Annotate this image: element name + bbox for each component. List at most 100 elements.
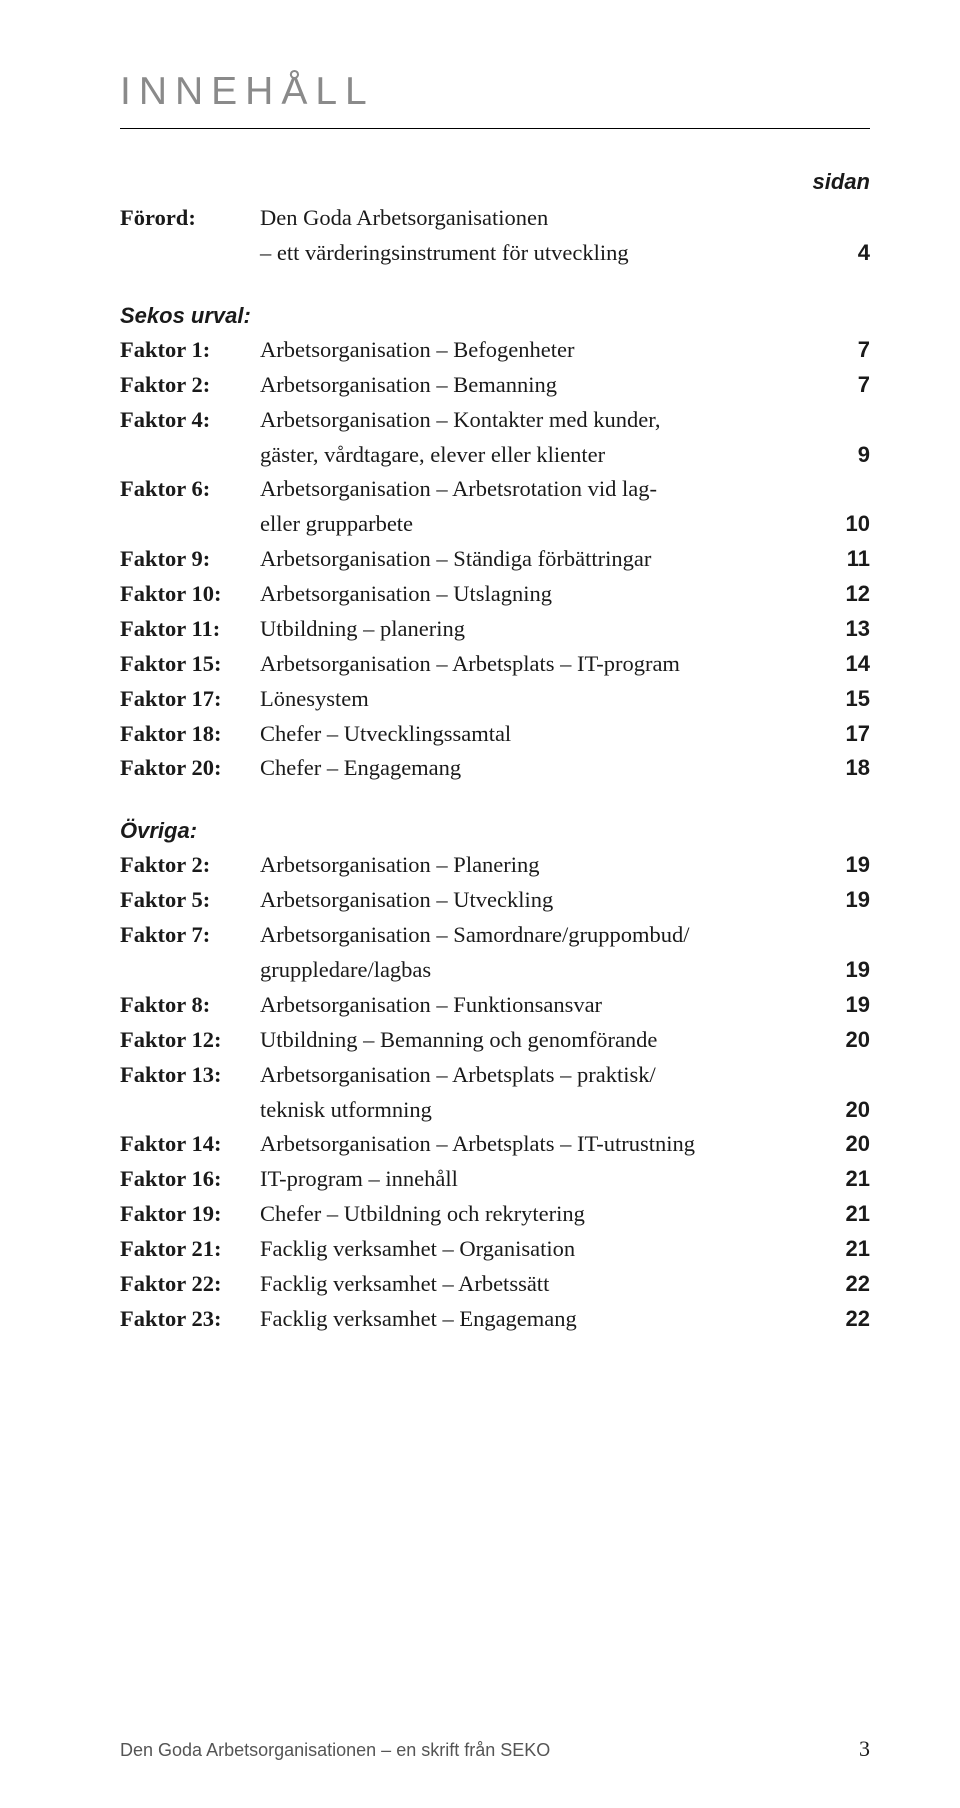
toc-label: Faktor 4: bbox=[120, 403, 260, 438]
toc-row: Faktor 2:Arbetsorganisation – Planering1… bbox=[120, 848, 870, 883]
sidan-row: sidan bbox=[120, 165, 870, 199]
toc-label: Faktor 1: bbox=[120, 333, 260, 368]
toc-desc: gäster, vårdtagare, elever eller kliente… bbox=[260, 438, 834, 473]
toc-label: Faktor 13: bbox=[120, 1058, 260, 1093]
toc-page: 20 bbox=[834, 1023, 870, 1057]
toc-page: 10 bbox=[834, 507, 870, 542]
toc-page: 17 bbox=[834, 717, 870, 751]
toc-label: Faktor 18: bbox=[120, 717, 260, 752]
toc-row: Faktor 6:Arbetsorganisation – Arbetsrota… bbox=[120, 472, 870, 507]
toc-desc: Arbetsorganisation – Befogenheter bbox=[260, 333, 834, 368]
toc-desc: Arbetsorganisation – Arbetsplats – IT-ut… bbox=[260, 1127, 834, 1162]
toc-desc: Arbetsorganisation – Planering bbox=[260, 848, 834, 883]
toc-desc: Arbetsorganisation – Ständiga förbättrin… bbox=[260, 542, 834, 577]
toc-page: 7 bbox=[834, 368, 870, 402]
toc-label-spacer bbox=[120, 507, 260, 542]
toc-page: 14 bbox=[834, 647, 870, 681]
toc-label: Faktor 20: bbox=[120, 751, 260, 786]
toc-desc: Utbildning – planering bbox=[260, 612, 834, 647]
toc-page: 18 bbox=[834, 751, 870, 785]
toc-desc: Arbetsorganisation – Utveckling bbox=[260, 883, 834, 918]
toc-desc: Facklig verksamhet – Organisation bbox=[260, 1232, 834, 1267]
toc-row: Faktor 20:Chefer – Engagemang18 bbox=[120, 751, 870, 786]
toc-label: Faktor 17: bbox=[120, 682, 260, 717]
toc-label: Faktor 19: bbox=[120, 1197, 260, 1232]
toc-label: Faktor 10: bbox=[120, 577, 260, 612]
toc-label: Faktor 5: bbox=[120, 883, 260, 918]
toc-label-spacer bbox=[120, 236, 260, 271]
toc-page: 7 bbox=[834, 333, 870, 367]
toc-desc: Facklig verksamhet – Arbetssätt bbox=[260, 1267, 834, 1302]
toc-desc: Arbetsorganisation – Arbetsrotation vid … bbox=[260, 472, 834, 507]
toc-page: 19 bbox=[834, 988, 870, 1022]
toc-label: Faktor 2: bbox=[120, 848, 260, 883]
toc-label: Faktor 21: bbox=[120, 1232, 260, 1267]
toc-desc: Arbetsorganisation – Bemanning bbox=[260, 368, 834, 403]
toc-row: Faktor 5:Arbetsorganisation – Utveckling… bbox=[120, 883, 870, 918]
toc-desc: eller grupparbete bbox=[260, 507, 834, 542]
toc-desc: Utbildning – Bemanning och genomförande bbox=[260, 1023, 834, 1058]
table-of-contents: sidan Förord: Den Goda Arbetsorganisatio… bbox=[120, 165, 870, 1337]
toc-label: Faktor 2: bbox=[120, 368, 260, 403]
toc-label: Faktor 12: bbox=[120, 1023, 260, 1058]
toc-desc: Arbetsorganisation – Arbetsplats – prakt… bbox=[260, 1058, 834, 1093]
toc-label: Faktor 16: bbox=[120, 1162, 260, 1197]
toc-page: 12 bbox=[834, 577, 870, 611]
section-heading: Övriga: bbox=[120, 814, 870, 848]
toc-row: Faktor 23:Facklig verksamhet – Engageman… bbox=[120, 1302, 870, 1337]
toc-desc: Den Goda Arbetsorganisationen bbox=[260, 201, 834, 236]
toc-desc: gruppledare/lagbas bbox=[260, 953, 834, 988]
toc-label: Förord: bbox=[120, 201, 260, 236]
document-page: INNEHÅLL sidan Förord: Den Goda Arbetsor… bbox=[0, 0, 960, 1808]
toc-page: 11 bbox=[834, 542, 870, 576]
toc-desc: Facklig verksamhet – Engagemang bbox=[260, 1302, 834, 1337]
toc-row: Faktor 7:Arbetsorganisation – Samordnare… bbox=[120, 918, 870, 953]
toc-desc: – ett värderingsinstrument för utvecklin… bbox=[260, 236, 834, 271]
toc-page: 9 bbox=[834, 438, 870, 473]
toc-page: 22 bbox=[834, 1302, 870, 1336]
toc-desc: Arbetsorganisation – Kontakter med kunde… bbox=[260, 403, 834, 438]
toc-row-continuation: eller grupparbete10 bbox=[120, 507, 870, 542]
toc-row-continuation: gäster, vårdtagare, elever eller kliente… bbox=[120, 438, 870, 473]
footer-page-number: 3 bbox=[859, 1736, 870, 1762]
toc-desc: Arbetsorganisation – Samordnare/gruppomb… bbox=[260, 918, 834, 953]
toc-page: 20 bbox=[834, 1127, 870, 1161]
toc-row: Faktor 17:Lönesystem15 bbox=[120, 682, 870, 717]
toc-row-continuation: teknisk utformning20 bbox=[120, 1093, 870, 1128]
toc-page: 21 bbox=[834, 1232, 870, 1266]
toc-desc: Chefer – Utvecklingssamtal bbox=[260, 717, 834, 752]
toc-desc: IT-program – innehåll bbox=[260, 1162, 834, 1197]
toc-row: Faktor 14:Arbetsorganisation – Arbetspla… bbox=[120, 1127, 870, 1162]
toc-row: Faktor 16:IT-program – innehåll21 bbox=[120, 1162, 870, 1197]
toc-label-spacer bbox=[120, 953, 260, 988]
toc-label: Faktor 8: bbox=[120, 988, 260, 1023]
toc-row: Faktor 9:Arbetsorganisation – Ständiga f… bbox=[120, 542, 870, 577]
toc-row: Faktor 2:Arbetsorganisation – Bemanning7 bbox=[120, 368, 870, 403]
page-title: INNEHÅLL bbox=[120, 70, 870, 129]
toc-desc: Arbetsorganisation – Funktionsansvar bbox=[260, 988, 834, 1023]
toc-label: Faktor 6: bbox=[120, 472, 260, 507]
toc-label: Faktor 15: bbox=[120, 647, 260, 682]
toc-label: Faktor 22: bbox=[120, 1267, 260, 1302]
toc-row: Faktor 11:Utbildning – planering13 bbox=[120, 612, 870, 647]
toc-desc: Arbetsorganisation – Arbetsplats – IT-pr… bbox=[260, 647, 834, 682]
section-heading: Sekos urval: bbox=[120, 299, 870, 333]
toc-row: Faktor 1:Arbetsorganisation – Befogenhet… bbox=[120, 333, 870, 368]
toc-row: Faktor 21:Facklig verksamhet – Organisat… bbox=[120, 1232, 870, 1267]
toc-desc: Arbetsorganisation – Utslagning bbox=[260, 577, 834, 612]
toc-page: 19 bbox=[834, 953, 870, 988]
toc-row: Faktor 8:Arbetsorganisation – Funktionsa… bbox=[120, 988, 870, 1023]
toc-page: 22 bbox=[834, 1267, 870, 1301]
toc-label: Faktor 11: bbox=[120, 612, 260, 647]
toc-page: 13 bbox=[834, 612, 870, 646]
toc-row: Faktor 22:Facklig verksamhet – Arbetssät… bbox=[120, 1267, 870, 1302]
toc-desc: Lönesystem bbox=[260, 682, 834, 717]
sidan-label: sidan bbox=[813, 165, 870, 199]
toc-row: Faktor 19:Chefer – Utbildning och rekryt… bbox=[120, 1197, 870, 1232]
toc-row: Faktor 15:Arbetsorganisation – Arbetspla… bbox=[120, 647, 870, 682]
toc-page: 15 bbox=[834, 682, 870, 716]
toc-label-spacer bbox=[120, 1093, 260, 1128]
toc-page: 21 bbox=[834, 1162, 870, 1196]
toc-page: 19 bbox=[834, 883, 870, 917]
toc-row: Faktor 4:Arbetsorganisation – Kontakter … bbox=[120, 403, 870, 438]
